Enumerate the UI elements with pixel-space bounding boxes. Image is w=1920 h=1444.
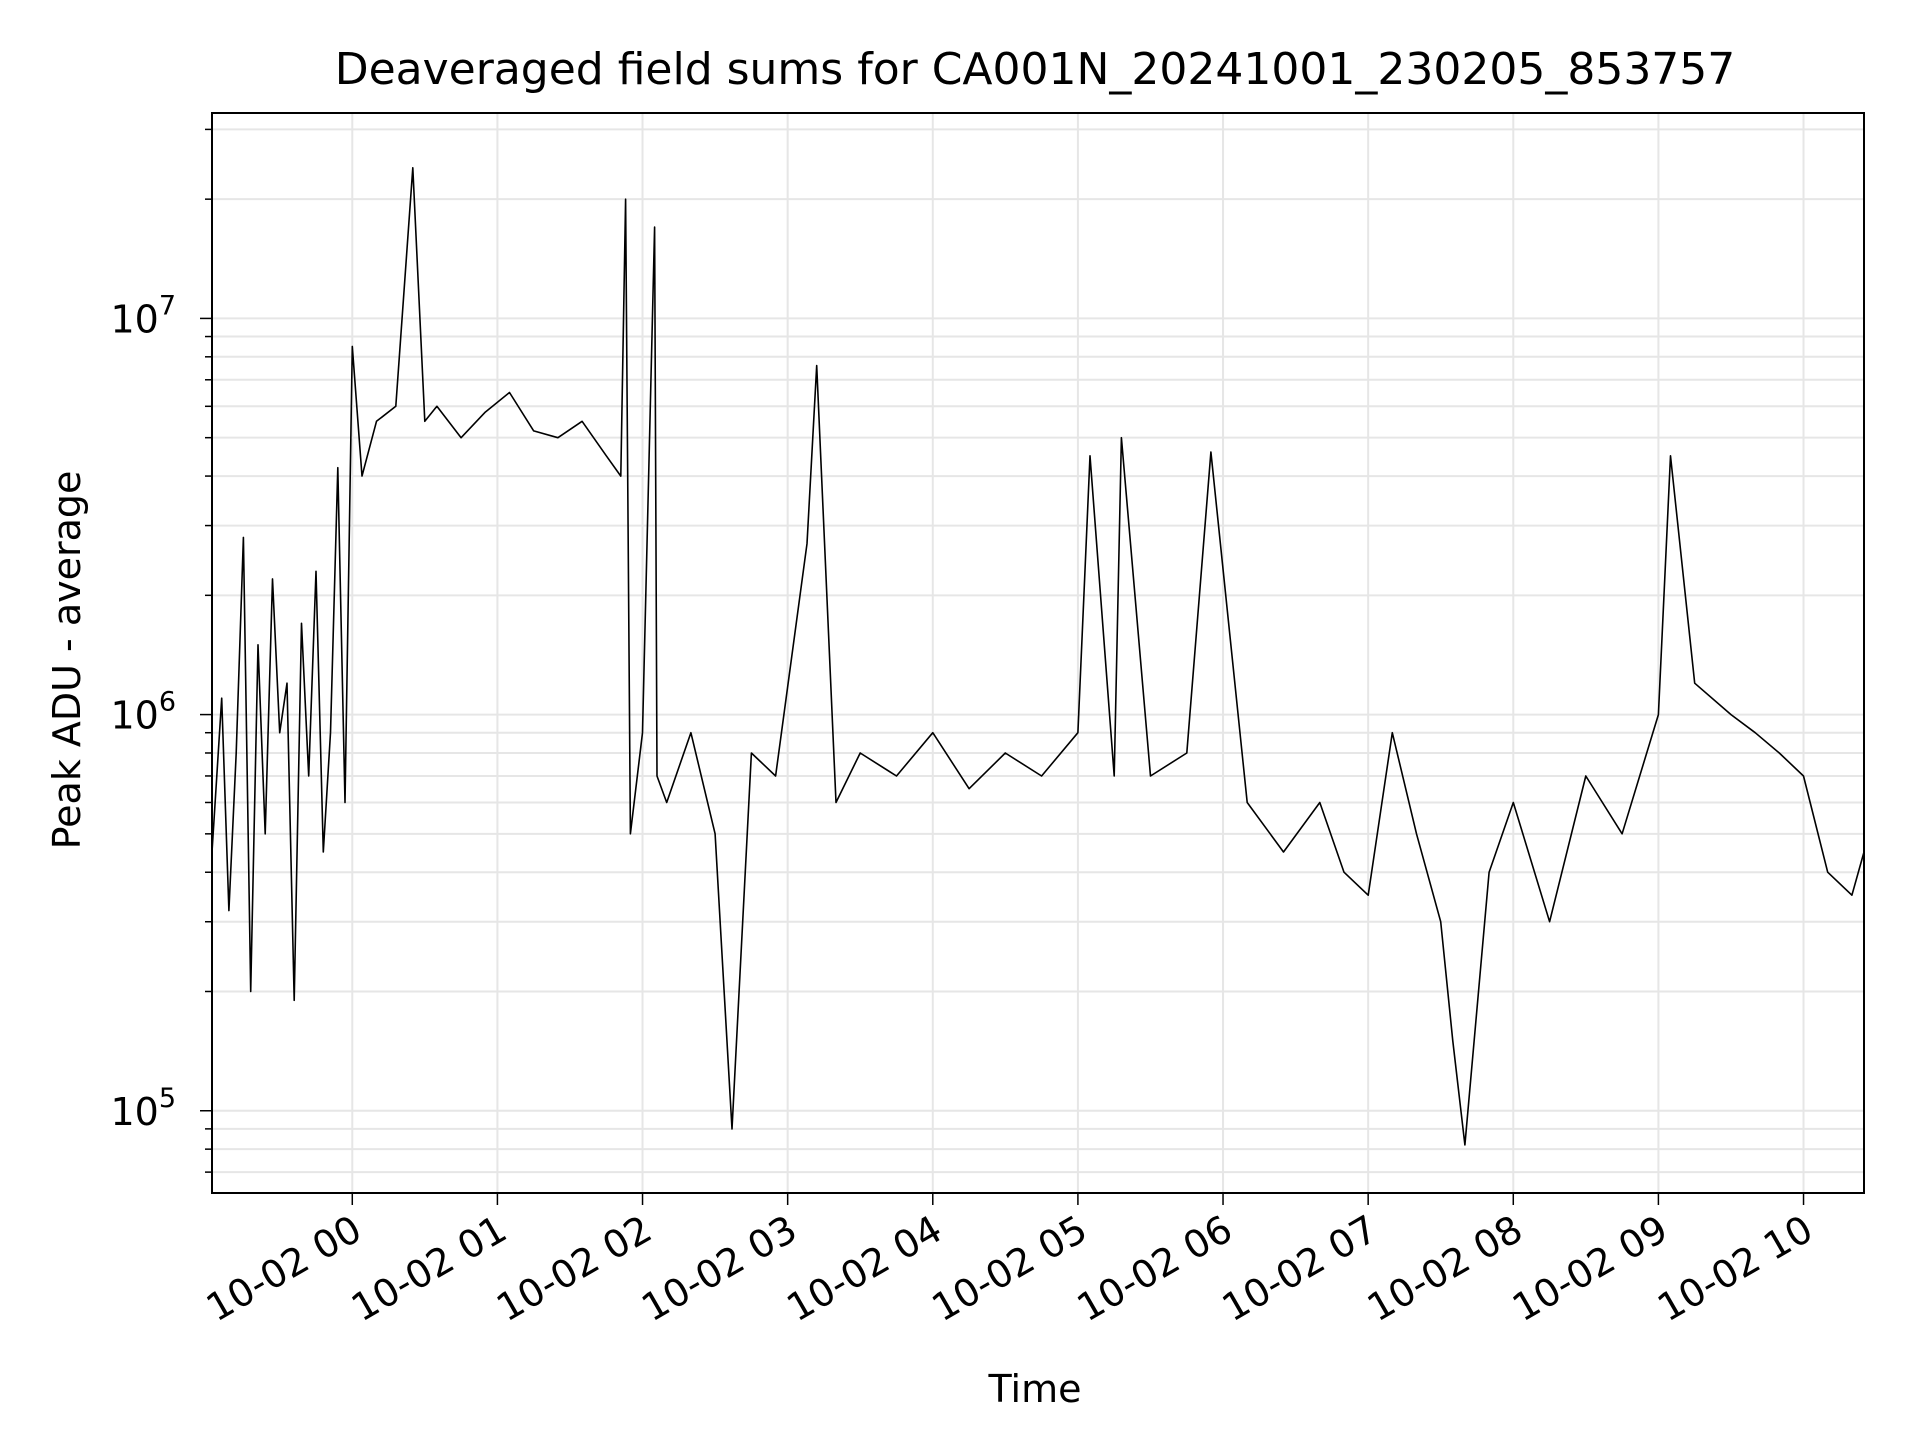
x-axis-label: Time [988,1367,1082,1411]
y-tick-base: 10 [110,1090,158,1134]
grid-layer [212,113,1864,1193]
y-tick-label: 106 [110,687,176,738]
y-tick-label: 107 [110,290,176,341]
y-tick-base: 10 [110,297,158,341]
y-tick-label: 105 [110,1083,176,1134]
chart-title: Deaveraged field sums for CA001N_2024100… [335,44,1736,95]
y-tick-exponent: 6 [159,687,176,718]
y-tick-exponent: 7 [159,290,176,321]
y-tick-exponent: 5 [159,1083,176,1114]
plot-frame [211,112,1865,1194]
y-tick-base: 10 [110,694,158,738]
series-line [211,167,1865,1146]
series-layer [211,167,1865,1146]
y-axis-label: Peak ADU - average [45,471,89,850]
